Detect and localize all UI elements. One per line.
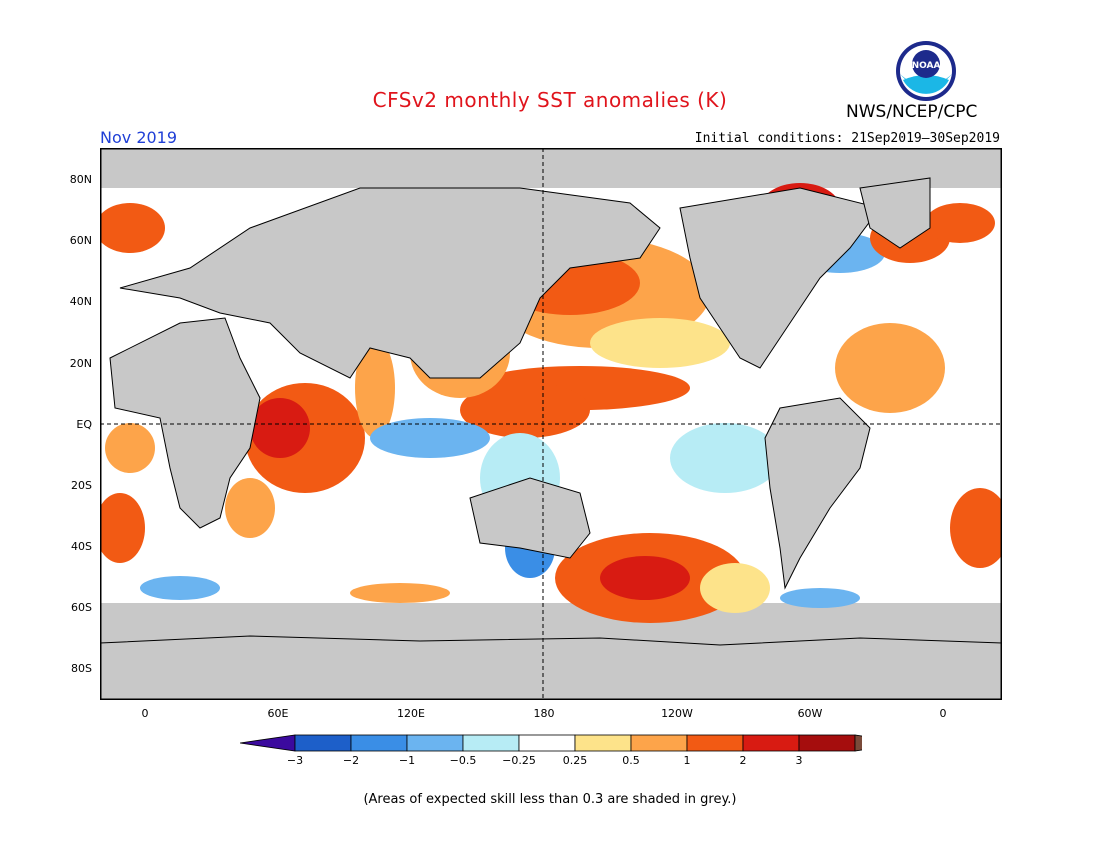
noaa-logo-icon: NOAA [896,41,956,101]
colorbar [240,734,862,752]
footnote: (Areas of expected skill less than 0.3 a… [363,792,737,807]
antarctica-landmass [100,635,1002,700]
lon-label: 180 [533,707,555,720]
colorbar-label: 0.25 [562,754,588,767]
colorbar-segment [350,734,408,752]
map-title: CFSv2 monthly SST anomalies (K) [372,88,728,112]
lat-label: 20S [71,479,92,492]
map-frame [100,148,1002,700]
colorbar-segment [294,734,352,752]
australia-landmass [469,477,591,559]
colorbar-low-extend [240,734,296,752]
initial-conditions: Initial conditions: 21Sep2019–30Sep2019 [694,131,1000,146]
lat-label: 80S [71,662,92,675]
colorbar-segment [406,734,464,752]
lat-label: 60S [71,601,92,614]
lon-label: 60E [267,707,289,720]
colorbar-label: 1 [683,754,691,767]
south-america-landmass [764,397,871,590]
lat-label: EQ [76,418,92,431]
colorbar-segment [574,734,632,752]
colorbar-label: −3 [286,754,304,767]
forecast-month: Nov 2019 [100,128,178,147]
lat-label: 40N [69,295,92,308]
lon-label: 60W [797,707,823,720]
colorbar-label: −2 [342,754,360,767]
africa-landmass [109,317,261,529]
agency-label: NWS/NCEP/CPC [846,102,978,122]
lat-label: 80N [69,173,92,186]
lon-label: 120W [661,707,693,720]
colorbar-segment [742,734,800,752]
colorbar-label: 3 [795,754,803,767]
lon-label: 0 [141,707,149,720]
sst-anomaly-map [100,148,1002,700]
lat-label: 40S [71,540,92,553]
colorbar-segment [518,734,576,752]
lon-label: 0 [939,707,947,720]
colorbar-label: 2 [739,754,747,767]
lon-label: 120E [397,707,425,720]
continents [100,177,1002,700]
arctic-low-skill-zone [100,148,1002,188]
svg-text:NOAA: NOAA [912,61,941,71]
colorbar-label: −0.5 [449,754,477,767]
lat-label: 20N [69,357,92,370]
lat-label: 60N [69,234,92,247]
colorbar-label: 0.5 [622,754,640,767]
eurasia-landmass [119,187,661,379]
colorbar-label: −1 [398,754,416,767]
colorbar-segment [462,734,520,752]
colorbar-high-extend [854,734,862,752]
colorbar-label: −0.25 [502,754,536,767]
greenland-landmass [859,177,931,249]
colorbar-segment [686,734,744,752]
colorbar-segment [798,734,856,752]
colorbar-segment [630,734,688,752]
